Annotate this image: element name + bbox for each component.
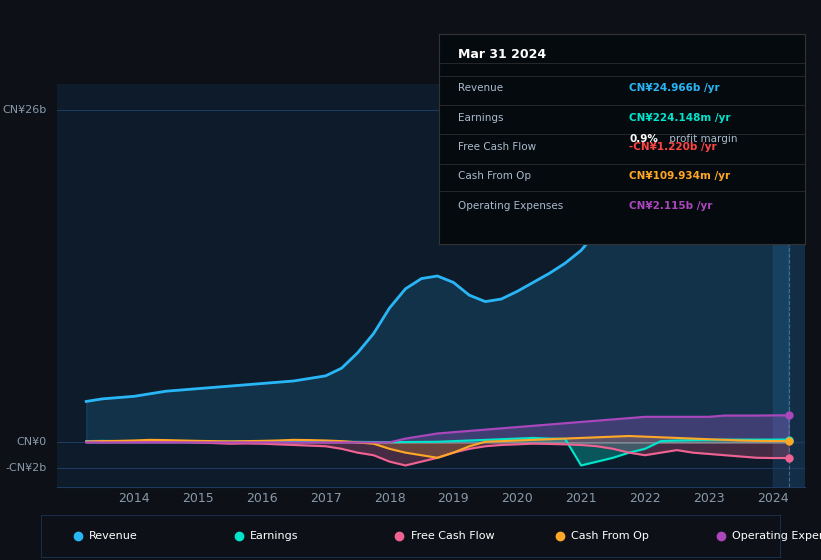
Text: CN¥0: CN¥0 xyxy=(16,437,46,447)
Text: CN¥109.934m /yr: CN¥109.934m /yr xyxy=(629,171,731,181)
Text: Revenue: Revenue xyxy=(89,531,138,541)
Text: Free Cash Flow: Free Cash Flow xyxy=(457,142,535,152)
Text: CN¥224.148m /yr: CN¥224.148m /yr xyxy=(629,113,731,123)
Text: Revenue: Revenue xyxy=(457,83,502,93)
Text: Earnings: Earnings xyxy=(250,531,298,541)
Text: CN¥26b: CN¥26b xyxy=(2,105,46,115)
Text: Cash From Op: Cash From Op xyxy=(457,171,530,181)
Text: CN¥24.966b /yr: CN¥24.966b /yr xyxy=(629,83,720,93)
Bar xyxy=(773,84,805,487)
Text: Cash From Op: Cash From Op xyxy=(571,531,649,541)
Text: profit margin: profit margin xyxy=(666,134,737,143)
Text: Earnings: Earnings xyxy=(457,113,503,123)
Text: -CN¥2b: -CN¥2b xyxy=(5,463,46,473)
Text: 0.9%: 0.9% xyxy=(629,134,658,143)
Text: Operating Expenses: Operating Expenses xyxy=(732,531,821,541)
Text: Mar 31 2024: Mar 31 2024 xyxy=(457,48,546,61)
Text: -CN¥1.220b /yr: -CN¥1.220b /yr xyxy=(629,142,717,152)
Text: CN¥2.115b /yr: CN¥2.115b /yr xyxy=(629,201,713,211)
Text: Free Cash Flow: Free Cash Flow xyxy=(410,531,494,541)
Text: Operating Expenses: Operating Expenses xyxy=(457,201,562,211)
